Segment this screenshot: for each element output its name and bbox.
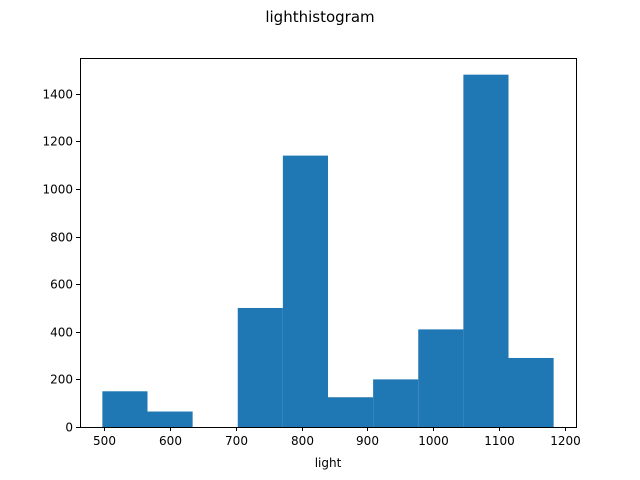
x-axis-label: light [315,456,342,470]
y-tick-label: 0 [65,421,73,435]
x-tick-label: 800 [291,434,314,448]
x-tick-label: 1000 [418,434,449,448]
histogram-bar [237,307,283,427]
x-tick-label: 700 [225,434,248,448]
histogram-bar [328,397,374,427]
chart-title: lighthistogram [265,8,374,26]
x-tick-label: 900 [356,434,379,448]
histogram-bar [373,379,419,427]
x-tick-label: 1200 [550,434,581,448]
x-tick-label: 500 [93,434,116,448]
histogram-bar [508,357,554,427]
x-axis-ticks: 500 600 700 800 900 1000 1100 1200 [93,427,581,448]
histogram-bar [102,391,148,427]
histogram-bar [147,411,193,427]
y-tick-label: 800 [50,231,73,245]
y-tick-label: 1400 [42,88,73,102]
histogram-bar [282,155,328,427]
histogram-bar [418,329,464,427]
y-tick-label: 200 [50,373,73,387]
histogram-bar [463,74,509,427]
plot-area-frame [80,58,577,428]
x-tick-label: 600 [159,434,182,448]
y-tick-label: 400 [50,326,73,340]
y-tick-label: 1200 [42,135,73,149]
y-tick-label: 600 [50,278,73,292]
x-tick-label: 1100 [484,434,515,448]
y-tick-label: 1000 [42,183,73,197]
bars-group [102,74,554,427]
y-axis-ticks: 0 200 400 600 800 1000 1200 1400 [42,88,80,435]
